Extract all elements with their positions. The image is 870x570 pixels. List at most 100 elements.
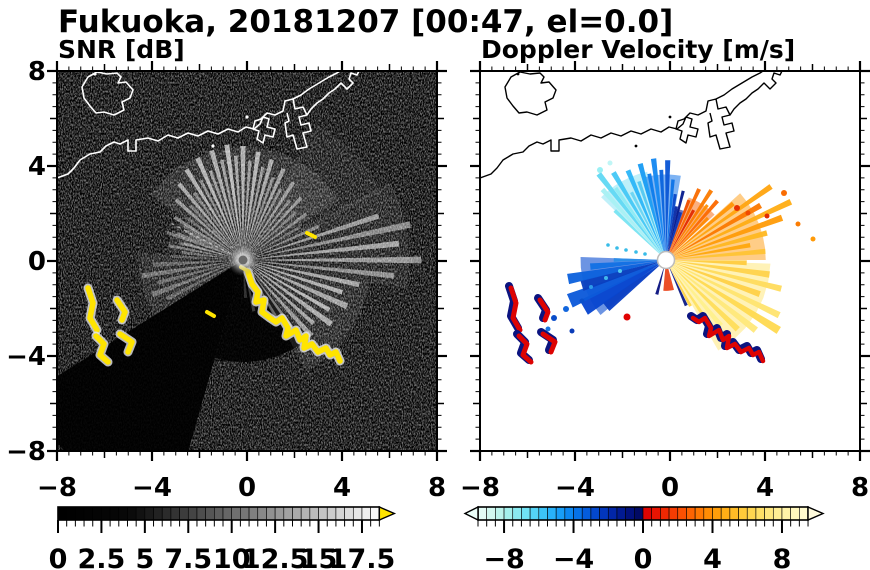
- snr-ray: [246, 212, 308, 258]
- velocity-dot: [615, 246, 619, 250]
- velocity-colorbar-cell: [529, 506, 540, 521]
- snr-shadow-wedge: [57, 260, 243, 451]
- snr-colorbar-cell: [222, 506, 232, 521]
- velocity-colorbar-cell: [703, 506, 713, 521]
- velocity-ray: [667, 188, 701, 257]
- snr-ray: [183, 241, 240, 259]
- velocity-colorbar-cell: [651, 506, 661, 521]
- snr-colorbar-cell: [170, 506, 180, 521]
- snr-ray: [243, 160, 252, 257]
- x-tick-label: 4: [333, 473, 351, 503]
- velocity-colorbar-under-arrow: [463, 505, 479, 522]
- snr-colorbar-cell: [75, 506, 85, 521]
- velocity-ray: [655, 263, 665, 295]
- snr-colorbar-cell: [57, 506, 67, 521]
- velocity-echo-red: [540, 331, 558, 355]
- snr-ray: [246, 262, 334, 327]
- velocity-colorbar-cell: [503, 506, 514, 521]
- snr-ray: [246, 260, 360, 288]
- snr-ray: [244, 167, 286, 257]
- velocity-haze-wedge: [666, 260, 771, 351]
- snr-colorbar-cell: [361, 506, 371, 521]
- velocity-ray: [596, 172, 664, 257]
- snr-colorbar-cell: [118, 506, 128, 521]
- y-tick-label: 4: [28, 152, 46, 182]
- velocity-ray: [667, 209, 696, 257]
- velocity-colorbar-cell: [694, 506, 705, 521]
- velocity-ray: [669, 260, 782, 292]
- velocity-colorbar-cell: [677, 506, 687, 521]
- velocity-ray: [659, 169, 666, 257]
- snr-colorbar-cell: [309, 506, 319, 521]
- velocity-ray: [650, 158, 666, 257]
- velocity-colorbar-cell: [686, 506, 696, 521]
- velocity-dot: [810, 236, 816, 242]
- snr-echo-dash: [305, 231, 317, 239]
- snr-subtitle: SNR [dB]: [58, 35, 185, 64]
- velocity-ray: [567, 260, 663, 285]
- snr-colorbar-cell: [135, 506, 146, 521]
- velocity-ray: [668, 262, 740, 332]
- velocity-ray: [669, 261, 781, 319]
- velocity-ray: [669, 248, 766, 260]
- snr-ray: [246, 261, 349, 310]
- velocity-subtitle: Doppler Velocity [m/s]: [481, 35, 795, 64]
- velocity-dot: [604, 276, 608, 280]
- velocity-colorbar-cell: [512, 506, 522, 521]
- snr-ray: [181, 250, 240, 260]
- snr-colorbar-cell: [257, 506, 267, 521]
- snr-ray: [246, 262, 331, 312]
- velocity-colorbar-cell: [790, 506, 800, 521]
- x-tick-label: −8: [37, 473, 77, 503]
- snr-colorbar-cell: [318, 506, 328, 521]
- velocity-ray: [668, 204, 709, 257]
- velocity-colorbar-cell: [668, 506, 679, 521]
- velocity-colorbar-cell: [764, 506, 774, 521]
- velocity-dot: [795, 221, 801, 227]
- velocity-colorbar-tick-label: −4: [553, 544, 594, 570]
- snr-echo-yellow: [245, 269, 343, 364]
- velocity-ray: [668, 263, 723, 328]
- velocity-dot: [745, 210, 751, 216]
- y-tick-label: −8: [6, 437, 46, 467]
- snr-ray: [185, 229, 240, 259]
- snr-ray: [173, 215, 240, 258]
- snr-haze-wedge: [149, 146, 340, 260]
- velocity-ray: [668, 199, 719, 257]
- velocity-colorbar-cell: [599, 506, 609, 521]
- velocity-ray: [669, 260, 747, 266]
- velocity-ray: [669, 260, 770, 278]
- velocity-ray: [611, 171, 664, 257]
- velocity-ray: [666, 190, 685, 257]
- velocity-ray: [669, 261, 761, 297]
- coast-islet-dot: [211, 144, 215, 148]
- velocity-haze-wedge: [666, 208, 684, 260]
- snr-ray: [152, 260, 240, 268]
- snr-colorbar-over-arrow: [378, 505, 397, 522]
- snr-ray: [166, 230, 240, 259]
- velocity-ray: [669, 262, 781, 334]
- velocity-colorbar-cell: [495, 506, 505, 521]
- snr-ray: [168, 243, 240, 260]
- snr-ray: [244, 176, 275, 257]
- x-tick-label: 8: [428, 473, 446, 503]
- snr-colorbar-cell: [283, 506, 293, 521]
- snr-colorbar-cell: [66, 506, 76, 521]
- x-tick-label: 0: [238, 473, 256, 503]
- radar-center-dot: [656, 250, 676, 270]
- velocity-ray: [667, 199, 691, 257]
- velocity-dot: [764, 213, 770, 219]
- y-tick-label: 0: [28, 247, 46, 277]
- x-tick-label: −4: [132, 473, 172, 503]
- velocity-colorbar-cell: [772, 506, 783, 521]
- velocity-colorbar-cell: [729, 506, 739, 521]
- velocity-colorbar-cell: [547, 506, 557, 521]
- snr-colorbar-tick-label: 5: [135, 544, 154, 570]
- snr-colorbar-cell: [300, 506, 311, 521]
- velocity-ray: [669, 214, 784, 259]
- velocity-dot: [618, 269, 622, 273]
- velocity-ray: [669, 199, 793, 259]
- velocity-dot: [643, 252, 647, 256]
- velocity-ray: [669, 202, 763, 258]
